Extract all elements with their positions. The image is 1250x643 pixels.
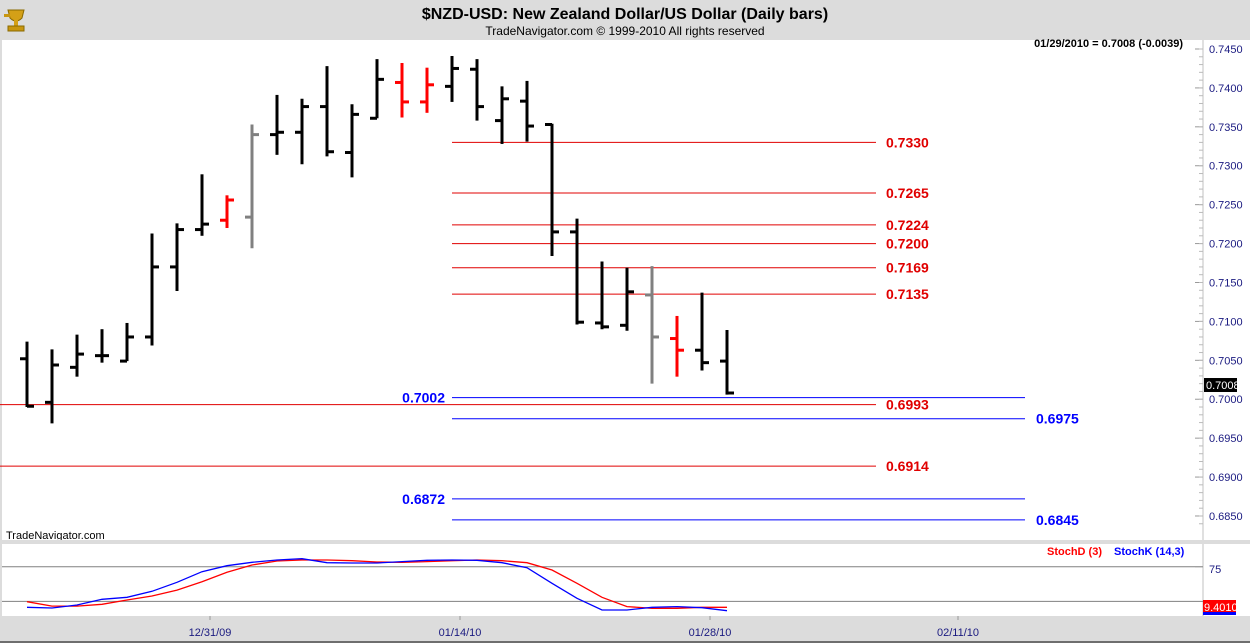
- stoch-last-label: 9.4010: [1204, 602, 1238, 614]
- ohlc-bar: [20, 341, 34, 408]
- level-label: 0.6872: [402, 491, 445, 507]
- legend-stochk: StochK (14,3): [1114, 546, 1185, 558]
- stoch-last-underline: [1203, 612, 1236, 615]
- ohlc-bar: [545, 122, 559, 257]
- y-tick-label: 0.7400: [1209, 83, 1243, 95]
- stochastic-lines: [2, 558, 1203, 612]
- stochastic-panel: [2, 544, 1250, 616]
- y-tick-label: 0.7250: [1209, 200, 1243, 212]
- level-lines: 0.7330 0.7265 0.7224 0.7200 0.7169 0.7135 0.69…: [0, 134, 1079, 528]
- level-label: 0.6845: [1036, 512, 1079, 528]
- level-label: 0.6914: [886, 458, 929, 474]
- last-price-box: [1204, 378, 1237, 393]
- y-tick-label: 0.7350: [1209, 122, 1243, 134]
- y-tick-label: 0.6950: [1209, 433, 1243, 445]
- y-tick-label: 0.7000: [1209, 394, 1243, 406]
- ohlc-bar: [620, 267, 634, 331]
- y-tick-label: 0.6850: [1209, 511, 1243, 523]
- chart-title: $NZD-USD: New Zealand Dollar/US Dollar (…: [422, 6, 828, 23]
- x-tick-label: 02/11/10: [937, 627, 979, 639]
- ohlc-bar: [670, 315, 684, 377]
- ohlc-bar: [220, 195, 234, 229]
- ohlc-bar: [270, 94, 284, 155]
- ohlc-bar: [645, 266, 659, 384]
- level-label: 0.6993: [886, 397, 929, 413]
- level-label: 0.7224: [886, 217, 929, 233]
- level-label: 0.6975: [1036, 411, 1079, 427]
- stoch-last-box: [1203, 600, 1236, 614]
- ohlc-bar: [520, 80, 534, 142]
- header-bar: [0, 0, 1250, 40]
- y-tick-label: 0.7050: [1209, 355, 1243, 367]
- y-tick-label: 0.7100: [1209, 316, 1243, 328]
- panel-separator: [0, 540, 1250, 544]
- ohlc-bar: [345, 104, 359, 178]
- trophy-logo-icon: [4, 9, 25, 32]
- stoch-last-marker: 9.4010: [1203, 600, 1238, 615]
- legend-stochd: StochD (3): [1047, 546, 1102, 558]
- y-tick-label: 0.7300: [1209, 161, 1243, 173]
- stoch-series-line: [26, 559, 727, 609]
- level-label: 0.7135: [886, 286, 929, 302]
- ohlc-bar: [420, 67, 434, 113]
- ohlc-bar: [445, 56, 459, 102]
- ohlc-bar: [495, 86, 509, 144]
- y-tick-label: 0.7150: [1209, 277, 1243, 289]
- stoch-series-line: [26, 558, 728, 612]
- level-label: 0.7200: [886, 236, 929, 252]
- price-axis: 0.7450 0.7400 0.7350 0.7300 0.7250 0.7200 0.71…: [1195, 44, 1243, 525]
- ohlc-bar: [245, 124, 259, 249]
- ohlc-bar: [570, 218, 584, 325]
- x-tick-label: 01/28/10: [689, 627, 732, 639]
- x-tick-label: 01/14/10: [439, 627, 482, 639]
- ohlc-bar: [45, 349, 59, 424]
- ohlc-bar: [695, 292, 709, 371]
- level-label: 0.7169: [886, 260, 929, 276]
- ohlc-bar: [320, 66, 334, 157]
- last-quote-readout: 01/29/2010 = 0.7008 (-0.0039): [1034, 38, 1183, 50]
- ohlc-bar: [595, 261, 609, 330]
- ohlc-bar: [195, 174, 209, 236]
- ohlc-bar: [170, 223, 184, 292]
- ohlc-bar: [470, 59, 484, 121]
- last-price-label: 0.7008: [1206, 380, 1240, 392]
- watermark: TradeNavigator.com: [6, 530, 105, 542]
- y-tick-label: 0.7200: [1209, 239, 1243, 251]
- level-label: 0.7330: [886, 134, 929, 150]
- ohlc-bar: [70, 334, 84, 377]
- y-tick-label: 0.7450: [1209, 44, 1243, 56]
- ohlc-bar: [395, 63, 409, 118]
- level-label: 0.7002: [402, 390, 445, 406]
- date-axis-ticks: 12/31/09 01/14/10 01/28/10 02/11/10: [189, 616, 979, 639]
- last-price-marker: 0.7008: [1204, 378, 1240, 393]
- ohlc-bar: [370, 59, 384, 120]
- date-axis: [0, 616, 1250, 643]
- stoch-tick-75: 75: [1209, 564, 1221, 576]
- x-tick-label: 12/31/09: [189, 627, 232, 639]
- price-bars: [20, 56, 734, 424]
- copyright-text: TradeNavigator.com © 1999-2010 All right…: [485, 24, 764, 38]
- ohlc-bar: [295, 98, 309, 165]
- y-tick-label: 0.6900: [1209, 472, 1243, 484]
- level-label: 0.7265: [886, 185, 929, 201]
- ohlc-bar: [120, 322, 134, 363]
- ohlc-bar: [720, 329, 734, 395]
- ohlc-bar: [145, 233, 159, 346]
- ohlc-bar: [95, 329, 109, 363]
